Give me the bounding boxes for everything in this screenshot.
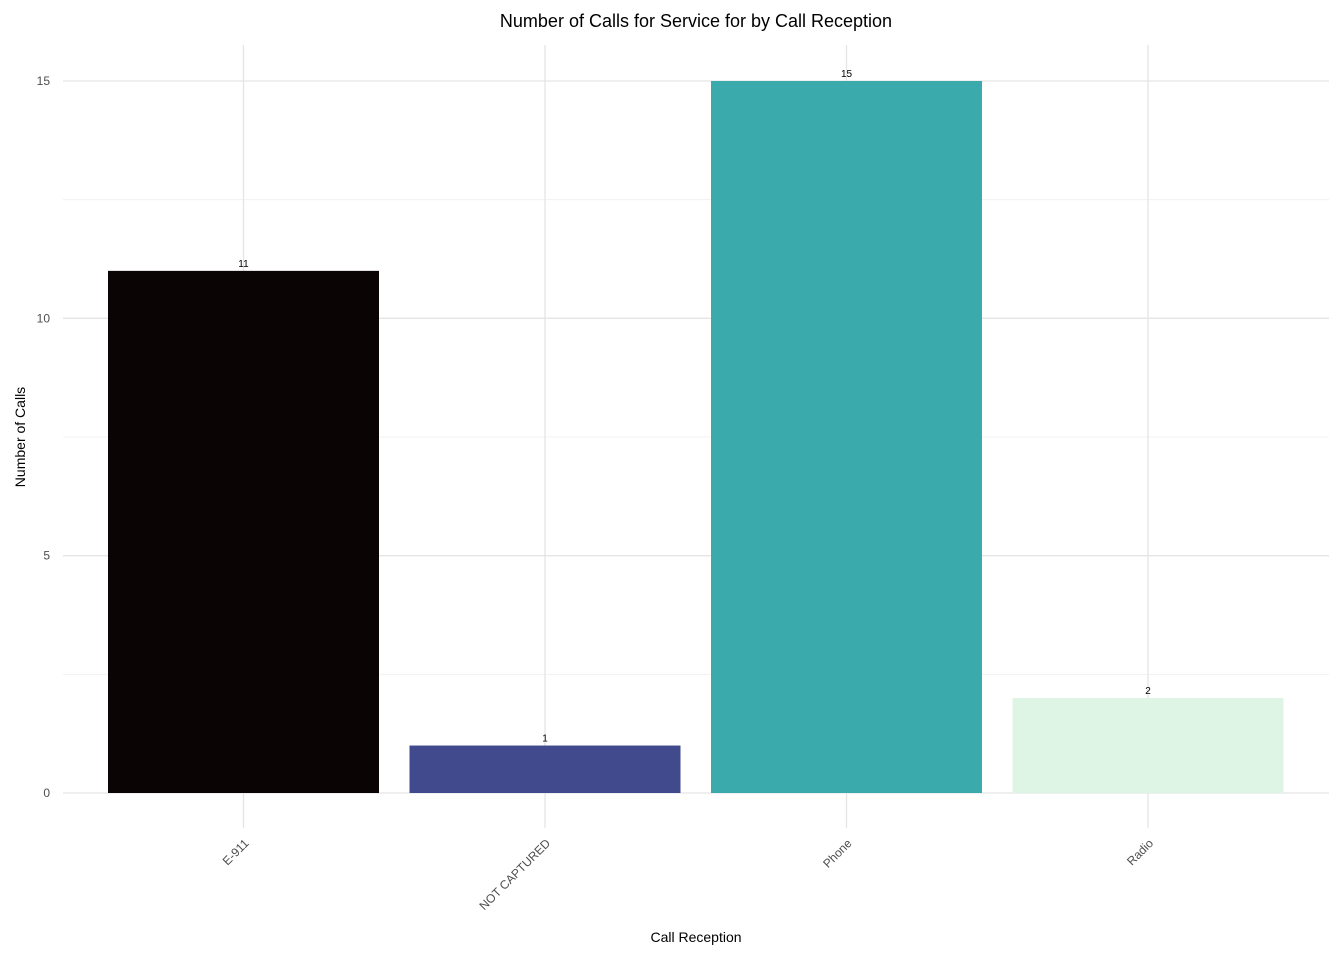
y-tick-label: 0 <box>43 786 50 800</box>
x-tick-label: Radio <box>1124 836 1156 868</box>
x-tick-label: Phone <box>820 836 855 871</box>
y-axis-title: Number of Calls <box>12 387 28 487</box>
chart-title: Number of Calls for Service for by Call … <box>500 11 892 31</box>
y-tick-label: 15 <box>37 74 51 88</box>
x-axis-ticks: E-911 NOT CAPTURED Phone Radio <box>220 836 1157 913</box>
y-tick-label: 5 <box>43 549 50 563</box>
bar <box>409 745 681 793</box>
data-label: 1 <box>542 734 548 745</box>
x-axis-title: Call Reception <box>650 929 741 945</box>
data-label: 11 <box>238 259 249 270</box>
x-tick-label: NOT CAPTURED <box>476 836 553 913</box>
bar <box>1012 698 1284 793</box>
x-tick-label: E-911 <box>220 836 252 868</box>
y-tick-label: 10 <box>37 311 51 325</box>
bar <box>108 270 379 793</box>
y-axis-ticks: 0 5 10 15 <box>37 74 51 800</box>
bars <box>108 81 1284 793</box>
data-label: 15 <box>841 69 853 80</box>
bar <box>711 81 982 793</box>
data-label: 2 <box>1145 686 1151 697</box>
